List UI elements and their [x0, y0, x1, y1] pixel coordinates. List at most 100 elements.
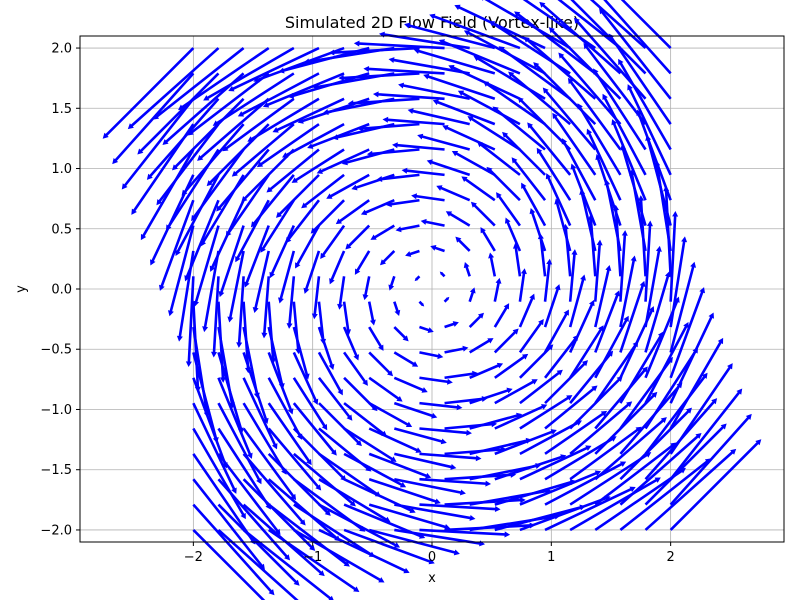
y-tick-label: 0.5: [51, 222, 72, 237]
vector-arrow: [388, 275, 396, 291]
vector-arrow: [362, 276, 371, 301]
vector-arrow: [382, 116, 445, 126]
vector-arrow: [368, 427, 422, 453]
vector-arrow: [579, 188, 597, 252]
vector-arrow: [636, 109, 672, 201]
vector-arrow: [511, 157, 547, 202]
vector-arrow: [278, 250, 296, 304]
vector-arrow: [669, 439, 762, 531]
vector-arrow: [419, 351, 444, 360]
vector-arrow: [388, 57, 470, 75]
y-tick-label: −1.0: [40, 403, 72, 418]
vector-arrow: [282, 122, 345, 158]
vector-arrow: [554, 198, 572, 252]
vector-arrow: [380, 250, 396, 266]
vector-arrow: [342, 326, 360, 361]
vector-arrow: [529, 0, 622, 50]
vector-arrow: [419, 528, 511, 538]
vector-arrow: [432, 99, 496, 126]
vector-arrow: [253, 46, 345, 83]
vector-arrow: [250, 174, 295, 228]
vector-arrow: [594, 467, 686, 532]
vector-arrow: [222, 97, 295, 152]
vector-arrow: [445, 211, 471, 227]
vector-arrow: [159, 199, 195, 291]
vector-arrow: [554, 0, 647, 50]
vector-arrow: [335, 199, 370, 225]
vector-arrow: [548, 27, 622, 100]
vector-arrow: [343, 376, 378, 412]
x-axis-ticks: −2 −1 0 1 2: [184, 542, 675, 565]
vector-arrow: [519, 344, 554, 379]
vector-arrow: [328, 46, 420, 56]
vector-arrow: [644, 271, 671, 353]
vector-arrow: [261, 276, 271, 339]
vector-arrow: [242, 377, 278, 450]
vector-arrow: [502, 131, 546, 176]
y-tick-label: 1.0: [51, 162, 72, 177]
vector-arrow: [368, 477, 441, 505]
x-tick-label: −1: [303, 550, 322, 565]
vector-arrow: [512, 242, 522, 277]
vector-arrow: [181, 123, 245, 196]
vector-arrow: [292, 301, 302, 355]
vector-arrow: [589, 0, 672, 75]
vector-arrow: [543, 258, 553, 302]
vector-arrow: [619, 458, 712, 531]
vector-arrow: [202, 250, 220, 333]
y-tick-label: −1.5: [40, 463, 72, 478]
vector-arrow: [262, 72, 345, 108]
vector-arrow: [317, 351, 343, 396]
vector-arrow: [423, 73, 496, 101]
vector-arrow: [463, 261, 471, 277]
vector-arrow: [619, 331, 664, 404]
vector-arrow: [360, 199, 395, 216]
vector-arrow: [595, 153, 622, 227]
vector-arrow: [342, 301, 352, 336]
vector-arrow: [242, 402, 287, 475]
vector-arrow: [587, 214, 597, 277]
vector-arrow: [463, 30, 546, 75]
vector-arrow: [644, 347, 699, 430]
vector-arrow: [518, 293, 535, 328]
vector-arrow: [469, 362, 504, 379]
vector-arrow: [417, 133, 471, 151]
vector-arrow: [419, 503, 501, 513]
vector-arrow: [669, 236, 688, 328]
vector-arrow: [569, 477, 661, 532]
vector-arrow: [537, 233, 547, 277]
x-axis-label: x: [428, 571, 436, 586]
vector-arrow: [669, 363, 733, 455]
vector-arrow: [419, 401, 463, 411]
vector-arrow: [419, 452, 482, 462]
vector-arrow: [303, 250, 321, 294]
vector-arrow: [469, 338, 494, 354]
vector-arrow: [644, 423, 727, 506]
vector-arrow: [544, 410, 608, 455]
vector-arrow: [544, 360, 588, 405]
vector-arrow: [395, 224, 420, 233]
vector-arrow: [611, 119, 647, 201]
vector-arrow: [192, 402, 237, 494]
vector-arrow: [419, 376, 453, 385]
vector-arrow: [519, 420, 582, 456]
x-tick-label: 1: [547, 550, 555, 565]
vector-arrow: [121, 97, 195, 190]
vector-arrow: [593, 239, 603, 302]
vector-arrow: [357, 122, 420, 132]
vector-arrow: [419, 325, 434, 333]
vector-arrow: [669, 312, 714, 404]
vector-arrow: [392, 142, 445, 151]
vector-arrow: [529, 207, 547, 252]
vector-arrow: [244, 225, 270, 288]
vector-arrow: [519, 470, 602, 506]
vector-arrow: [586, 128, 622, 201]
vector-arrow: [368, 351, 394, 377]
vector-arrow: [579, 0, 672, 49]
vector-arrow: [292, 377, 328, 431]
vector-arrow: [498, 46, 571, 100]
vector-arrow: [247, 97, 320, 142]
vector-arrow: [267, 427, 322, 491]
vector-arrow: [343, 528, 435, 565]
vector-arrow: [366, 148, 420, 157]
